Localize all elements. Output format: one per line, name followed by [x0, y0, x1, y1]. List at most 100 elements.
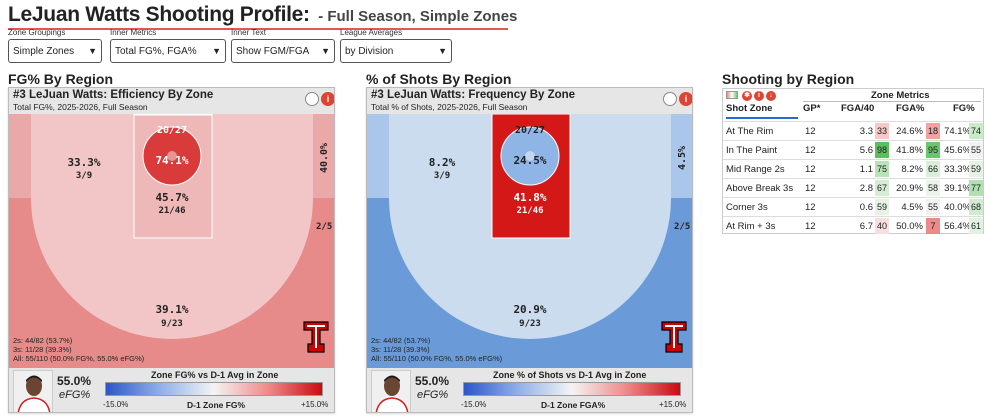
toggle-icon[interactable] [305, 92, 319, 106]
col-gp[interactable]: GP* [803, 103, 821, 114]
row-zone: Above Break 3s [726, 183, 794, 194]
inner-text-label: Inner Text [231, 28, 266, 37]
row-gp: 12 [805, 126, 816, 137]
fg-chart-card: #3 LeJuan Watts: Efficiency By Zone Tota… [8, 87, 335, 413]
row-zone: Corner 3s [726, 202, 768, 213]
zone-groupings-control: Zone Groupings Simple Zones ▼ [8, 28, 102, 63]
zone-groupings-label: Zone Groupings [8, 28, 66, 37]
card-footer: 55.0% eFG% Zone FG% vs D-1 Avg in Zone -… [9, 368, 334, 412]
row-fga-pct-rank: 66 [926, 161, 940, 177]
card-footer: 55.0% eFG% Zone % of Shots vs D-1 Avg in… [367, 368, 692, 412]
chevron-down-icon: ▼ [321, 46, 330, 56]
info-icon[interactable]: i [754, 91, 764, 101]
rim-pct: 74.1% [155, 154, 188, 167]
rim-made: 20/27 [157, 125, 187, 136]
table-header-row: Shot Zone GP* FGA/40 FGA% FG% [723, 103, 983, 117]
inner-text-select[interactable]: Show FGM/FGA ▼ [231, 39, 335, 63]
row-fga-pct: 41.8% [896, 145, 923, 156]
title-underline [8, 28, 508, 30]
filter-icon[interactable]: ✱ [742, 91, 752, 101]
card-title: #3 LeJuan Watts: Efficiency By Zone [13, 89, 214, 101]
efg-label: eFG% [417, 389, 449, 401]
row-fga40: 6.7 [859, 221, 873, 232]
paint-pct: 45.7% [155, 191, 188, 204]
row-fg-pct: 56.4% [944, 221, 971, 232]
gradient-max-label: +15.0% [659, 400, 687, 409]
table-row: Corner 3s 12 0.6 59 4.5% 55 40.0% 68 [723, 197, 983, 216]
team-logo [661, 321, 687, 353]
row-fga-pct: 24.6% [896, 126, 923, 137]
three-pct: 39.1% [155, 303, 188, 316]
row-fga40-rank: 98 [875, 142, 889, 158]
inner-metrics-value: Total FG%, FGA% [115, 45, 197, 57]
col-fg-pct[interactable]: FG% [953, 103, 975, 114]
three-pct: 20.9% [513, 303, 546, 316]
inner-metrics-select[interactable]: Total FG%, FGA% ▼ [110, 39, 226, 63]
league-averages-select[interactable]: by Division ▼ [340, 39, 452, 63]
row-gp: 12 [805, 221, 816, 232]
corner-pct: 40.0% [319, 143, 330, 173]
table-row: At The Rim 12 3.3 33 24.6% 18 74.1% 74 [723, 121, 983, 140]
card-subtitle: Total % of Shots, 2025-2026, Full Season [371, 102, 528, 112]
row-fga-pct: 8.2% [901, 164, 923, 175]
row-fg-pct-rank: 59 [969, 161, 983, 177]
card-title: #3 LeJuan Watts: Frequency By Zone [371, 89, 576, 101]
download-icon[interactable]: ↓ [766, 91, 776, 101]
row-fg-pct-rank: 68 [969, 199, 983, 215]
row-fga40-rank: 40 [875, 218, 889, 234]
corner-made: 2/5 [316, 222, 332, 232]
row-fg-pct-rank: 61 [969, 218, 983, 234]
row-fga40-rank: 59 [875, 199, 889, 215]
gradient-max-label: +15.0% [301, 400, 329, 409]
league-averages-control: League Averages by Division ▼ [340, 28, 452, 63]
info-icon[interactable]: i [679, 92, 692, 106]
row-fga-pct-rank: 55 [926, 199, 940, 215]
row-fga-pct-rank: 58 [926, 180, 940, 196]
col-fga-pct[interactable]: FGA% [896, 103, 925, 114]
team-logo [303, 321, 329, 353]
row-fg-pct-rank: 74 [969, 123, 983, 139]
league-averages-value: by Division [345, 45, 394, 57]
mid-made: 3/9 [76, 171, 92, 181]
row-fga40-rank: 75 [875, 161, 889, 177]
efg-value: 55.0% [57, 374, 92, 388]
row-gp: 12 [805, 145, 816, 156]
stats-2s: 2s: 44/82 (53.7%) [371, 336, 431, 345]
row-fga-pct-rank: 18 [926, 123, 940, 139]
divider [803, 101, 981, 102]
court-rim-zone [500, 126, 560, 186]
fg-court: 20/27 74.1% 45.7% 21/46 33.3% 3/9 40.0% … [9, 114, 334, 368]
col-shot-zone[interactable]: Shot Zone [726, 103, 773, 114]
efg-label: eFG% [59, 389, 91, 401]
row-gp: 12 [805, 202, 816, 213]
row-fg-pct: 39.1% [944, 183, 971, 194]
info-icon[interactable]: i [321, 92, 334, 106]
row-zone: Mid Range 2s [726, 164, 785, 175]
row-fga-pct-rank: 7 [926, 218, 940, 234]
freq-court: 20/27 24.5% 41.8% 21/46 8.2% 3/9 4.5% 2/… [367, 114, 692, 368]
court-left-corner-zone [367, 114, 389, 198]
inner-text-value: Show FGM/FGA [236, 45, 310, 57]
color-gradient-legend [463, 382, 681, 396]
row-fga40: 2.8 [859, 183, 873, 194]
stats-2s: 2s: 44/82 (53.7%) [13, 336, 73, 345]
col-fga40[interactable]: FGA/40 [841, 103, 875, 114]
inner-metrics-label: Inner Metrics [110, 28, 157, 37]
row-gp: 12 [805, 183, 816, 194]
zone-groupings-select[interactable]: Simple Zones ▼ [8, 39, 102, 63]
row-zone: In The Paint [726, 145, 778, 156]
chevron-down-icon: ▼ [88, 46, 97, 56]
paint-made: 21/46 [516, 206, 543, 216]
toggle-icon[interactable] [663, 92, 677, 106]
gradient-min-label: -15.0% [461, 400, 487, 409]
chevron-down-icon: ▼ [212, 46, 221, 56]
row-zone: At Rim + 3s [726, 221, 776, 232]
rim-pct: 24.5% [513, 154, 546, 167]
page-subtitle: - Full Season, Simple Zones [318, 8, 518, 25]
row-fg-pct: 40.0% [944, 202, 971, 213]
row-fg-pct: 74.1% [944, 126, 971, 137]
row-fga40: 3.3 [859, 126, 873, 137]
card-subtitle: Total FG%, 2025-2026, Full Season [13, 102, 148, 112]
row-fga40-rank: 67 [875, 180, 889, 196]
paint-pct: 41.8% [513, 191, 546, 204]
